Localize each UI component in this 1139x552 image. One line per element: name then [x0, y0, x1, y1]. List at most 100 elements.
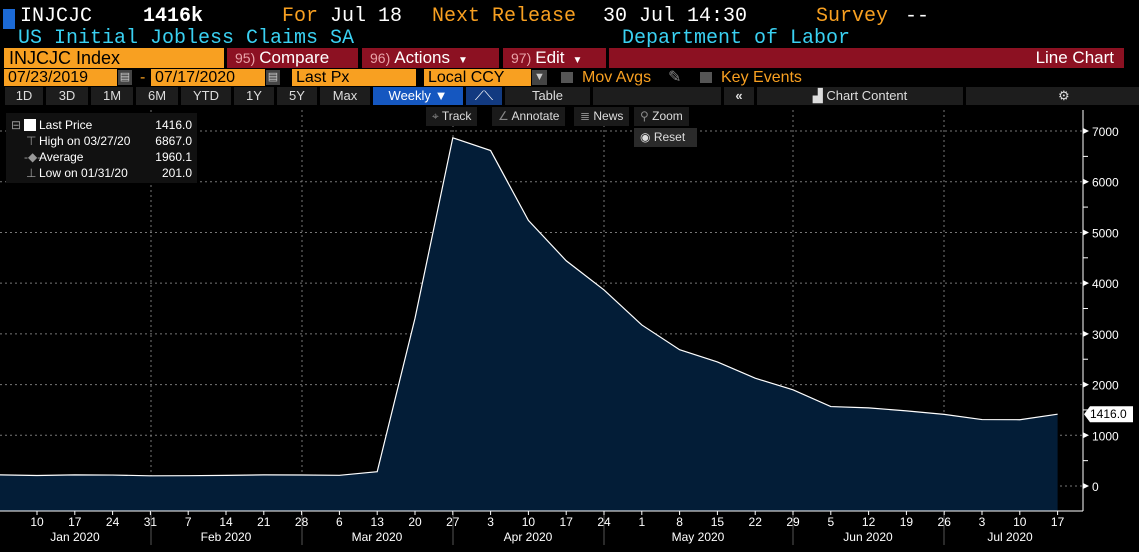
x-tick-label: 3 — [487, 515, 494, 529]
ticker: INJCJC — [20, 5, 93, 28]
annotate-label: Annotate — [511, 109, 560, 123]
for-date: Jul 18 — [330, 5, 403, 28]
actions-button[interactable]: 96) Actions ▼ — [362, 48, 499, 68]
range-3d[interactable]: 3D — [46, 87, 88, 105]
next-release-time: 30 Jul 14:30 — [603, 5, 748, 28]
description: US Initial Jobless Claims SA — [18, 27, 355, 50]
chart-content-button[interactable]: ▟ Chart Content — [757, 87, 963, 105]
start-date-input[interactable]: 07/23/2019 — [4, 69, 117, 86]
mov-avgs-checkbox[interactable] — [561, 72, 573, 83]
legend-value: 1960.1 — [155, 150, 192, 164]
month-label: May 2020 — [672, 530, 725, 544]
reset-button[interactable]: ◉ Reset — [634, 128, 697, 147]
y-tick-label: 4000 — [1092, 277, 1119, 291]
y-tick-mark — [1083, 128, 1089, 135]
range-row: 1D 3D 1M 6M YTD 1Y 5Y Max Weekly ▼ ⟋⟍ Ta… — [0, 87, 1139, 105]
last-price-swatch — [24, 119, 36, 131]
x-tick-label: 1 — [638, 515, 645, 529]
range-6m[interactable]: 6M — [136, 87, 178, 105]
collapse-legend-icon[interactable]: ⊟ — [11, 118, 22, 132]
crosshair-icon: ⌖ — [432, 109, 442, 123]
x-tick-label: 28 — [295, 515, 309, 529]
x-tick-label: 15 — [711, 515, 725, 529]
y-tick-label: 1000 — [1092, 429, 1119, 443]
pencil-icon[interactable]: ✎ — [668, 69, 682, 86]
track-label: Track — [441, 109, 472, 123]
header-row: INJCJC 1416k For Jul 18 Next Release 30 … — [0, 3, 1139, 29]
x-tick-label: 10 — [1013, 515, 1027, 529]
mov-avgs-label: Mov Avgs — [582, 69, 652, 86]
range-5y[interactable]: 5Y — [277, 87, 317, 105]
legend-label: High on 03/27/20 — [39, 134, 131, 148]
period-select[interactable]: Weekly ▼ — [373, 87, 463, 105]
range-ytd[interactable]: YTD — [181, 87, 231, 105]
y-tick-mark — [1083, 229, 1089, 236]
y-tick-mark — [1083, 280, 1089, 287]
annotate-button[interactable]: ∠ Annotate — [492, 107, 566, 126]
chevron-down-icon: ▼ — [434, 88, 448, 103]
month-label: Mar 2020 — [352, 530, 403, 544]
x-tick-label: 13 — [371, 515, 385, 529]
edit-button[interactable]: 97) Edit ▼ — [503, 48, 606, 68]
news-icon: ≣ — [580, 109, 594, 123]
y-tick-mark — [1083, 483, 1089, 489]
legend-label: Low on 01/31/20 — [39, 166, 128, 180]
survey-label: Survey — [816, 5, 889, 28]
source: Department of Labor — [622, 27, 851, 50]
x-tick-label: 12 — [862, 515, 876, 529]
y-tick-label: 7000 — [1092, 125, 1119, 139]
magnifier-icon: ⚲ — [640, 109, 653, 123]
reset-label: Reset — [653, 130, 686, 144]
low-icon: ⊥ — [26, 166, 37, 180]
track-button[interactable]: ⌖ Track — [426, 107, 478, 126]
calendar-icon[interactable]: ▤ — [118, 70, 132, 85]
current-value: 1416k — [143, 5, 204, 28]
news-button[interactable]: ≣ News — [574, 107, 630, 126]
x-tick-label: 5 — [827, 515, 834, 529]
chevron-down-icon: ▼ — [457, 55, 468, 66]
table-button[interactable]: Table — [505, 87, 590, 105]
chart-content-icon: ▟ — [812, 88, 827, 103]
x-tick-label: 21 — [257, 515, 271, 529]
average-icon: -◆- — [24, 150, 42, 164]
zoom-button[interactable]: ⚲ Zoom — [634, 107, 689, 126]
date-separator: - — [140, 69, 146, 86]
line-chart[interactable]: 10 17 24 31 7 14 21 28 6 13 20 27 3 10 17 24 1 8 15 22 29 5 12… — [0, 105, 1139, 552]
calendar-icon[interactable]: ▤ — [266, 70, 280, 85]
end-date-input[interactable]: 07/17/2020 — [151, 69, 265, 86]
x-tick-label: 17 — [68, 515, 82, 529]
y-tick-mark — [1083, 432, 1089, 439]
range-1y[interactable]: 1Y — [234, 87, 274, 105]
news-label: News — [593, 109, 624, 123]
chart-content-label: Chart Content — [826, 88, 908, 103]
range-1d[interactable]: 1D — [5, 87, 43, 105]
field-input[interactable]: Last Px — [292, 69, 416, 86]
last-value-marker: 1416.0 — [1084, 406, 1133, 423]
security-input[interactable]: INJCJC Index — [4, 48, 224, 68]
range-1m[interactable]: 1M — [91, 87, 133, 105]
currency-select[interactable]: Local CCY — [424, 69, 531, 86]
edit-num: 97) — [511, 50, 532, 66]
compare-num: 95) — [235, 50, 256, 66]
actions-num: 96) — [370, 50, 391, 66]
x-tick-label: 10 — [30, 515, 44, 529]
chart-type-selector[interactable]: Line Chart — [609, 48, 1124, 68]
legend-value: 6867.0 — [155, 134, 192, 148]
chevron-down-icon[interactable]: ▼ — [532, 70, 547, 85]
key-events-checkbox[interactable] — [700, 72, 712, 83]
pencil-icon: ∠ — [498, 109, 512, 123]
spacer — [593, 87, 721, 105]
y-tick-label: 0 — [1092, 480, 1099, 494]
line-chart-icon[interactable]: ⟋⟍ — [466, 87, 502, 105]
y-tick-label: 2000 — [1092, 379, 1119, 393]
legend-panel: ⊟ Last Price 1416.0 ⊤ High on 03/27/20 6… — [6, 113, 197, 183]
gear-icon[interactable]: ⚙ — [966, 87, 1139, 105]
legend-label: Last Price — [39, 118, 93, 132]
collapse-icon[interactable]: « — [724, 87, 754, 105]
compare-button[interactable]: 95) Compare — [227, 48, 358, 68]
month-label: Feb 2020 — [201, 530, 252, 544]
edit-label: Edit — [535, 48, 565, 67]
range-max[interactable]: Max — [320, 87, 370, 105]
x-tick-label: 22 — [749, 515, 763, 529]
settings-row: 07/23/2019 ▤ - 07/17/2020 ▤ Last Px Loca… — [0, 69, 1139, 87]
